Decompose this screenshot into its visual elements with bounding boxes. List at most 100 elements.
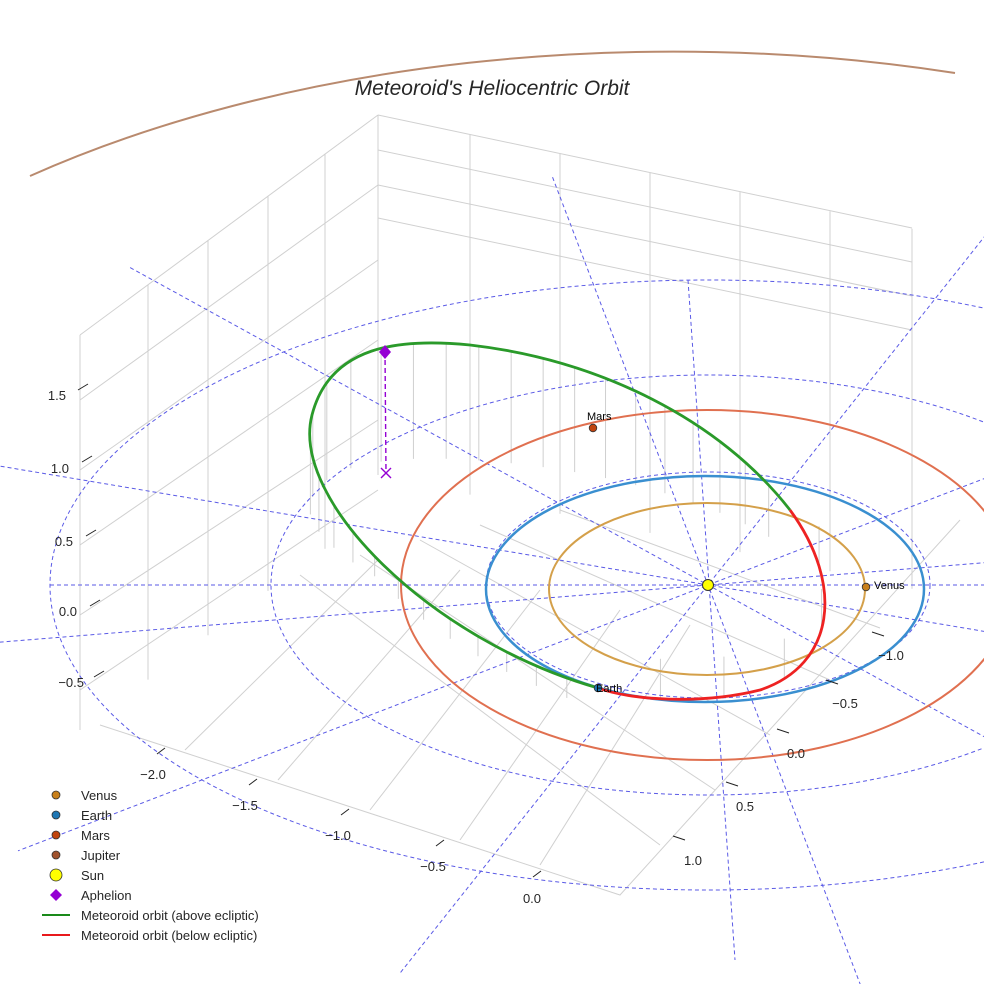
grid-line [369, 589, 541, 811]
earth-marker [593, 683, 603, 693]
grid-line [79, 489, 379, 691]
grid-line [459, 609, 621, 841]
x-tick-mark [156, 747, 166, 755]
x-tick-label: −2.0 [140, 767, 166, 782]
grid-line [79, 339, 379, 546]
legend-marker-icon [51, 790, 61, 800]
x-tick-mark [248, 778, 258, 786]
legend-item: Earth [51, 808, 112, 823]
legend-marker-icon [51, 810, 61, 820]
grid-line [377, 114, 913, 229]
y-tick-mark [825, 679, 839, 685]
legend-label: Meteoroid orbit (below ecliptic) [81, 928, 257, 943]
legend-label: Aphelion [81, 888, 132, 903]
x-tick-label: −1.5 [232, 798, 258, 813]
mars-marker [588, 423, 598, 433]
grid-line [479, 524, 831, 681]
floor-edge [99, 519, 961, 896]
drop-lines [309, 343, 823, 699]
z-tick-label: 1.5 [48, 388, 66, 403]
y-tick-label: 1.0 [684, 853, 702, 868]
axes-grid [79, 114, 961, 896]
legend-item: Sun [49, 868, 104, 883]
z-axis-ticks: 1.5 1.0 0.5 0.0 −0.5 [48, 388, 84, 690]
y-tick-mark [672, 835, 686, 841]
z-tick-label: 1.0 [51, 461, 69, 476]
grid-line [299, 574, 661, 846]
mars-orbit [400, 409, 984, 761]
x-tick-label: −0.5 [420, 859, 446, 874]
y-tick-label: −0.5 [832, 696, 858, 711]
aphelion-drop-line [384, 351, 387, 474]
ecliptic-radial-line [687, 279, 736, 961]
mars-label: Mars [587, 411, 612, 423]
legend-item: Meteoroid orbit (below ecliptic) [42, 928, 257, 943]
grid-line [79, 259, 379, 471]
legend-label: Earth [81, 808, 112, 823]
legend-marker-icon [51, 850, 61, 860]
ecliptic-radial-line [17, 478, 984, 852]
legend-marker-icon [49, 868, 63, 882]
legend-label: Mars [81, 828, 110, 843]
legend-item: Meteoroid orbit (above ecliptic) [42, 908, 259, 923]
grid-line [559, 509, 881, 629]
earth-label: Earth [596, 683, 622, 695]
x-tick-mark [435, 839, 445, 847]
grid-line [377, 184, 913, 297]
legend-label: Sun [81, 868, 104, 883]
legend-marker-icon [51, 830, 61, 840]
x-tick-mark [340, 808, 350, 816]
grid-line [419, 539, 771, 736]
jupiter-orbit [29, 50, 956, 177]
y-axis-ticks: −1.0 −0.5 0.0 0.5 1.0 [684, 648, 904, 868]
aphelion-projection-x-marker [380, 467, 392, 479]
meteoroid-orbit-above [308, 341, 792, 690]
z-tick-label: 0.0 [59, 604, 77, 619]
y-tick-label: 0.0 [787, 746, 805, 761]
legend-item: Mars [51, 828, 110, 843]
legend-marker-icon [50, 889, 62, 901]
grid-line [539, 624, 691, 866]
grid-line [79, 419, 379, 616]
venus-marker [861, 582, 871, 592]
z-tick-mark [77, 383, 89, 391]
x-tick-label: −1.0 [325, 828, 351, 843]
earth-orbit [484, 474, 926, 704]
z-tick-label: 0.5 [55, 534, 73, 549]
y-tick-mark [725, 781, 739, 787]
grid-line [79, 114, 379, 336]
grid-line [377, 217, 913, 331]
legend-item: Aphelion [50, 888, 132, 903]
z-tick-mark [81, 455, 93, 463]
y-tick-mark [871, 631, 885, 637]
grid-line [377, 149, 913, 263]
grid-line [359, 554, 716, 791]
meteoroid-orbit-below [597, 509, 827, 701]
tick-marks [77, 383, 885, 878]
chart-title: Meteoroid's Heliocentric Orbit [355, 77, 631, 100]
z-tick-mark [93, 670, 105, 678]
y-tick-label: 0.5 [736, 799, 754, 814]
ecliptic-radial-line [399, 236, 984, 975]
x-axis-ticks: −2.0 −1.5 −1.0 −0.5 0.0 [140, 767, 541, 906]
y-tick-mark [776, 728, 790, 734]
z-tick-label: −0.5 [58, 675, 84, 690]
y-tick-label: −1.0 [878, 648, 904, 663]
legend-item: Venus [51, 788, 118, 803]
legend-label: Jupiter [81, 848, 121, 863]
sun-marker [702, 579, 714, 591]
z-tick-mark [89, 599, 101, 607]
legend-label: Meteoroid orbit (above ecliptic) [81, 908, 259, 923]
venus-label: Venus [874, 580, 905, 592]
legend-label: Venus [81, 788, 118, 803]
ecliptic-ring [270, 374, 984, 796]
legend: Venus Earth Mars Jupiter Sun Aphelion Meteoroi… [42, 788, 259, 943]
x-tick-mark [532, 870, 542, 878]
grid-line [184, 559, 379, 751]
x-tick-label: 0.0 [523, 891, 541, 906]
legend-item: Jupiter [51, 848, 121, 863]
aphelion-marker [379, 345, 391, 359]
grid-line [79, 184, 379, 401]
z-tick-mark [85, 529, 97, 537]
